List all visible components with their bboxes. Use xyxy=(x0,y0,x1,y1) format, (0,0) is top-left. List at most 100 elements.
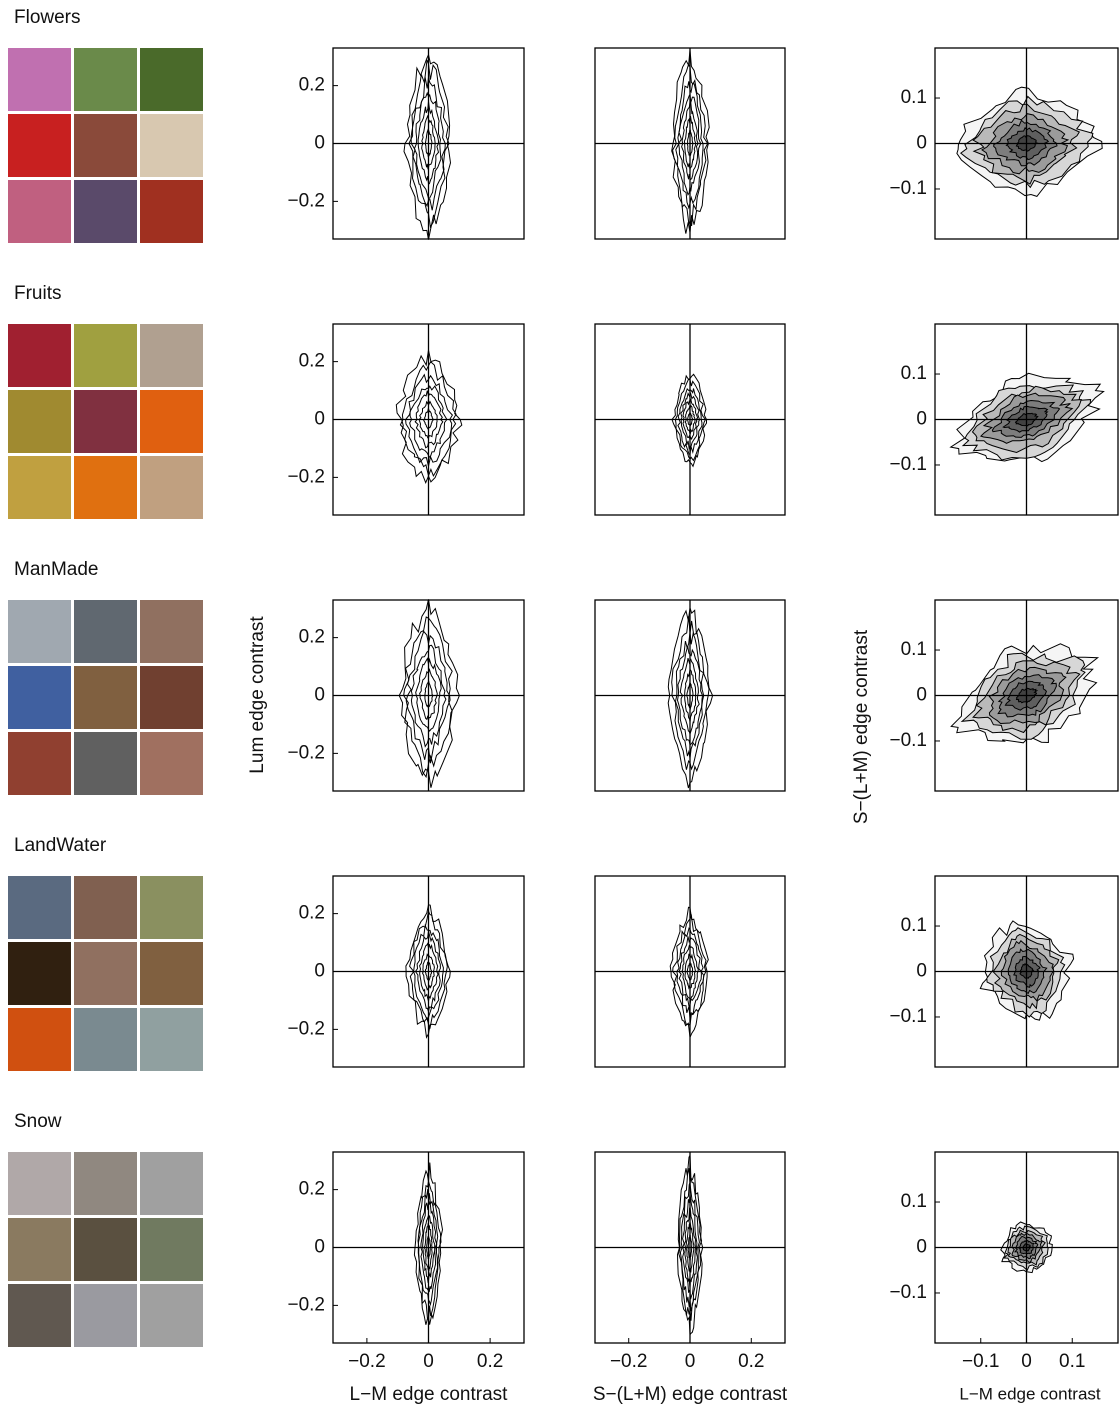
y-tick-label: −0.1 xyxy=(889,178,927,199)
thumbnail xyxy=(8,942,71,1005)
y-tick-label: −0.2 xyxy=(287,466,325,487)
thumbnail xyxy=(8,324,71,387)
x-tick-label: 0.1 xyxy=(1059,1351,1085,1372)
thumbnail xyxy=(74,1152,137,1215)
x-axis-label: L−M edge contrast xyxy=(959,1384,1101,1403)
thumbnail xyxy=(74,876,137,939)
thumbnail xyxy=(8,456,71,519)
y-tick-label: 0 xyxy=(314,409,325,430)
thumbnail xyxy=(140,324,203,387)
y-tick-label: 0 xyxy=(916,133,927,154)
thumbnail xyxy=(140,48,203,111)
x-tick-label: 0 xyxy=(685,1351,696,1372)
thumbnail xyxy=(74,390,137,453)
thumbnail xyxy=(74,48,137,111)
x-tick-label: −0.1 xyxy=(962,1351,1000,1372)
contours xyxy=(957,87,1102,196)
y-tick-label: 0 xyxy=(916,409,927,430)
contours xyxy=(672,374,707,466)
y-tick-label: 0 xyxy=(314,1237,325,1258)
x-tick-label: −0.2 xyxy=(610,1351,648,1372)
row-label: ManMade xyxy=(14,559,99,580)
thumbnail xyxy=(8,1152,71,1215)
y-tick-label: 0.1 xyxy=(901,915,927,936)
thumbnail xyxy=(74,180,137,243)
y-tick-label: 0.1 xyxy=(901,1191,927,1212)
x-tick-label: 0.2 xyxy=(477,1351,503,1372)
thumbnail xyxy=(8,1008,71,1071)
thumbnail xyxy=(8,114,71,177)
y-tick-label: 0.1 xyxy=(901,363,927,384)
thumbnail xyxy=(8,180,71,243)
thumbnail xyxy=(8,48,71,111)
y-tick-label: 0.2 xyxy=(299,627,325,648)
y-tick-label: 0.1 xyxy=(901,639,927,660)
y-tick-label: −0.2 xyxy=(287,1294,325,1315)
thumbnail xyxy=(74,114,137,177)
y-tick-label: −0.2 xyxy=(287,1018,325,1039)
y-tick-label: 0.2 xyxy=(299,75,325,96)
y-tick-label: 0.2 xyxy=(299,351,325,372)
y-tick-label: −0.1 xyxy=(889,1282,927,1303)
y-axis-label: Lum edge contrast xyxy=(247,616,268,774)
thumbnail xyxy=(8,390,71,453)
row-label: Snow xyxy=(14,1111,62,1132)
x-axis-label: L−M edge contrast xyxy=(350,1384,509,1405)
row-label: Flowers xyxy=(14,7,81,28)
y-axis-label: S−(L+M) edge contrast xyxy=(851,629,872,824)
thumbnail xyxy=(74,1008,137,1071)
thumbnail xyxy=(140,114,203,177)
row-label: Fruits xyxy=(14,283,62,304)
thumbnail xyxy=(8,1218,71,1281)
y-tick-label: 0 xyxy=(916,1237,927,1258)
y-tick-label: −0.2 xyxy=(287,190,325,211)
thumbnail xyxy=(140,1152,203,1215)
thumbnail xyxy=(8,732,71,795)
x-tick-label: 0 xyxy=(1021,1351,1032,1372)
thumbnail xyxy=(140,1284,203,1347)
thumbnail xyxy=(74,942,137,1005)
thumbnail xyxy=(140,180,203,243)
thumbnail xyxy=(140,1218,203,1281)
thumbnail xyxy=(140,390,203,453)
thumbnail xyxy=(8,666,71,729)
thumbnail xyxy=(8,600,71,663)
thumbnail xyxy=(74,1218,137,1281)
thumbnail xyxy=(140,1008,203,1071)
thumbnail xyxy=(74,600,137,663)
x-tick-label: 0 xyxy=(423,1351,434,1372)
contours xyxy=(951,644,1097,743)
thumbnail xyxy=(140,876,203,939)
y-tick-label: −0.1 xyxy=(889,1006,927,1027)
y-tick-label: 0 xyxy=(314,961,325,982)
y-tick-label: −0.2 xyxy=(287,742,325,763)
thumbnail xyxy=(140,732,203,795)
thumbnail xyxy=(140,666,203,729)
thumbnail xyxy=(8,1284,71,1347)
contours xyxy=(399,599,459,787)
x-axis-label: S−(L+M) edge contrast xyxy=(593,1384,788,1405)
y-tick-label: −0.1 xyxy=(889,730,927,751)
thumbnail xyxy=(74,666,137,729)
contours xyxy=(670,907,708,1037)
thumbnail xyxy=(74,324,137,387)
thumbnail xyxy=(140,942,203,1005)
thumbnail xyxy=(74,1284,137,1347)
y-tick-label: 0 xyxy=(916,685,927,706)
thumbnail xyxy=(140,600,203,663)
x-tick-label: 0.2 xyxy=(738,1351,764,1372)
y-tick-label: 0.1 xyxy=(901,87,927,108)
y-tick-label: 0 xyxy=(314,133,325,154)
contour-line xyxy=(670,907,708,1037)
thumbnail xyxy=(8,876,71,939)
thumbnail xyxy=(74,732,137,795)
thumbnail xyxy=(140,456,203,519)
figure: Flowers 0.2 0 −0.2 0.1 0 −0.1 Fruits 0.2 0 −0.2 0.1… xyxy=(0,0,1119,1407)
x-tick-label: −0.2 xyxy=(348,1351,386,1372)
y-tick-label: −0.1 xyxy=(889,454,927,475)
y-tick-label: 0.2 xyxy=(299,1179,325,1200)
contours xyxy=(404,55,451,240)
row-label: LandWater xyxy=(14,835,107,856)
y-tick-label: 0.2 xyxy=(299,903,325,924)
y-tick-label: 0 xyxy=(314,685,325,706)
